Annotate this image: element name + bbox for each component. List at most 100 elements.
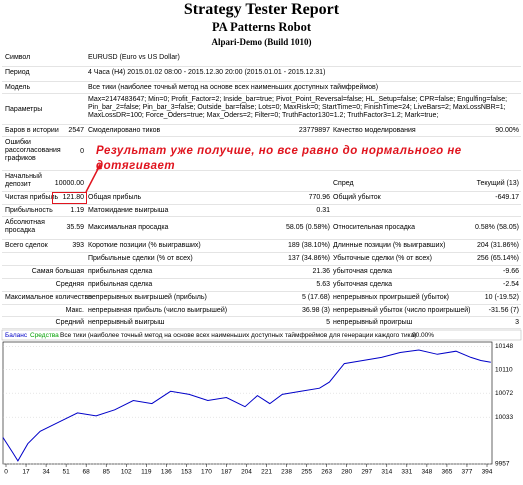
x-tick-label: 204 xyxy=(241,469,252,476)
cell: Максимальная просадка xyxy=(88,224,169,231)
legend-equity: Средства xyxy=(30,332,59,339)
row-separator xyxy=(2,216,521,217)
title: Strategy Tester Report xyxy=(183,1,340,18)
x-tick-label: 119 xyxy=(141,469,152,476)
y-tick-label: 10072 xyxy=(495,390,513,397)
x-tick-label: 377 xyxy=(462,469,473,476)
x-tick-label: 34 xyxy=(42,469,50,476)
cell: 393 xyxy=(72,242,84,249)
cell: 5.63 xyxy=(316,281,330,288)
row-separator xyxy=(2,191,521,192)
cell: непрерывный проигрыш xyxy=(333,319,413,326)
cell: 137 (34.86%) xyxy=(287,255,330,262)
cell: Прибыльные сделки (% от всех) xyxy=(88,255,193,262)
cell: 1.19 xyxy=(70,207,84,214)
cell: Средний xyxy=(55,319,84,326)
row-separator xyxy=(2,136,521,137)
x-tick-label: 221 xyxy=(261,469,272,476)
cell: 23779897 xyxy=(298,127,330,134)
cell: Общий убыток xyxy=(333,194,381,201)
cell: 36.98 (3) xyxy=(301,307,330,314)
cell: Символ xyxy=(5,54,31,61)
x-tick-label: 0 xyxy=(4,469,8,476)
cell: прибыльная сделка xyxy=(88,281,153,288)
legend-bar xyxy=(1,329,522,341)
legend-balance: Баланс xyxy=(5,332,28,339)
cell: Смоделировано тиков xyxy=(88,127,161,134)
y-tick-label: 10148 xyxy=(495,343,513,350)
arrow-layer xyxy=(85,163,102,193)
cell: убыточная сделка xyxy=(333,268,393,275)
cell: 58.05 (0.58%) xyxy=(286,224,330,231)
cell: прибыльная сделка xyxy=(88,268,153,275)
cell: 0 xyxy=(80,148,84,155)
chart: Баланс Средства Все тики (наиболее точный … xyxy=(1,329,522,476)
cell: 0.58% (58.05) xyxy=(475,224,519,231)
cell: Прибыльность xyxy=(5,207,53,214)
cell: 121.80 xyxy=(62,194,84,201)
x-tick-label: 297 xyxy=(361,469,372,476)
cell: Баров в истории xyxy=(5,127,59,134)
row-separator xyxy=(2,316,521,317)
cell: Длинные позиции (% выигравших) xyxy=(333,242,446,249)
cell: Качество моделирования xyxy=(333,127,416,134)
x-tick-label: 365 xyxy=(441,469,452,476)
x-tick-label: 280 xyxy=(341,469,352,476)
cell: Короткие позиции (% выигравших) xyxy=(88,242,201,249)
legend-quality: 90.00% xyxy=(412,332,434,339)
cell: Max=2147483647; Min=0; Profit_Factor=2; … xyxy=(88,96,508,119)
cell: 204 (31.86%) xyxy=(476,242,519,249)
cell: Макс. xyxy=(65,307,84,314)
row-separator xyxy=(2,252,521,253)
cell: 10000.00 xyxy=(54,180,84,187)
cell: Убыточные сделки (% от всех) xyxy=(333,255,432,262)
cell: 35.59 xyxy=(66,224,84,231)
row-separator xyxy=(2,66,521,67)
row-separator xyxy=(2,124,521,125)
cell: 2547 xyxy=(68,127,84,134)
x-tick-label: 85 xyxy=(103,469,111,476)
cell: -9.66 xyxy=(503,268,519,275)
x-tick-label: 153 xyxy=(181,469,192,476)
x-tick-label: 170 xyxy=(201,469,212,476)
cell: непрерывных выигрышей (прибыль) xyxy=(88,294,207,301)
cell: Период xyxy=(5,69,30,76)
row-separator xyxy=(2,265,521,266)
cell: Всего сделок xyxy=(5,242,48,249)
cell: непрерывных проигрышей (убыток) xyxy=(333,294,450,301)
cell: Текущий (13) xyxy=(476,180,519,187)
x-tick-label: 348 xyxy=(421,469,432,476)
cell: 3 xyxy=(515,319,519,326)
cell: непрерывный выигрыш xyxy=(88,319,165,326)
cell: 10 (-19.52) xyxy=(484,294,519,301)
cell: 256 (65.14%) xyxy=(476,255,519,262)
cell: непрерывная прибыль (число выигрышей) xyxy=(88,307,228,314)
balance-line xyxy=(2,349,491,462)
cell: Модель xyxy=(5,84,31,91)
cell: 90.00% xyxy=(495,127,519,134)
plot-area xyxy=(2,341,493,465)
cell: Общая прибыль xyxy=(88,194,142,201)
cell: Начальный депозит xyxy=(5,173,42,188)
x-tick-label: 314 xyxy=(381,469,392,476)
row-separator xyxy=(2,170,521,171)
robot: PA Patterns Robot xyxy=(211,20,312,34)
row-separator xyxy=(2,328,521,329)
x-tick-label: 255 xyxy=(301,469,312,476)
cell: 770.96 xyxy=(308,194,330,201)
x-tick-label: 238 xyxy=(281,469,292,476)
cell: Относительная просадка xyxy=(333,224,415,231)
cell: -31.56 (7) xyxy=(488,307,519,314)
cell: -649.17 xyxy=(495,194,519,201)
cell: 4 Часа (H4) 2015.01.02 08:00 - 2015.12.3… xyxy=(88,69,326,76)
cell: -2.54 xyxy=(503,281,519,288)
cell: Средняя xyxy=(55,281,84,288)
row-separator xyxy=(2,93,521,94)
cell: 0.31 xyxy=(316,207,330,214)
annotation: Результат уже получше, но все равно до н… xyxy=(96,145,462,172)
cell: Спред xyxy=(333,180,354,187)
x-tick-label: 68 xyxy=(83,469,91,476)
x-tick-label: 102 xyxy=(121,469,132,476)
row-separator xyxy=(2,239,521,240)
